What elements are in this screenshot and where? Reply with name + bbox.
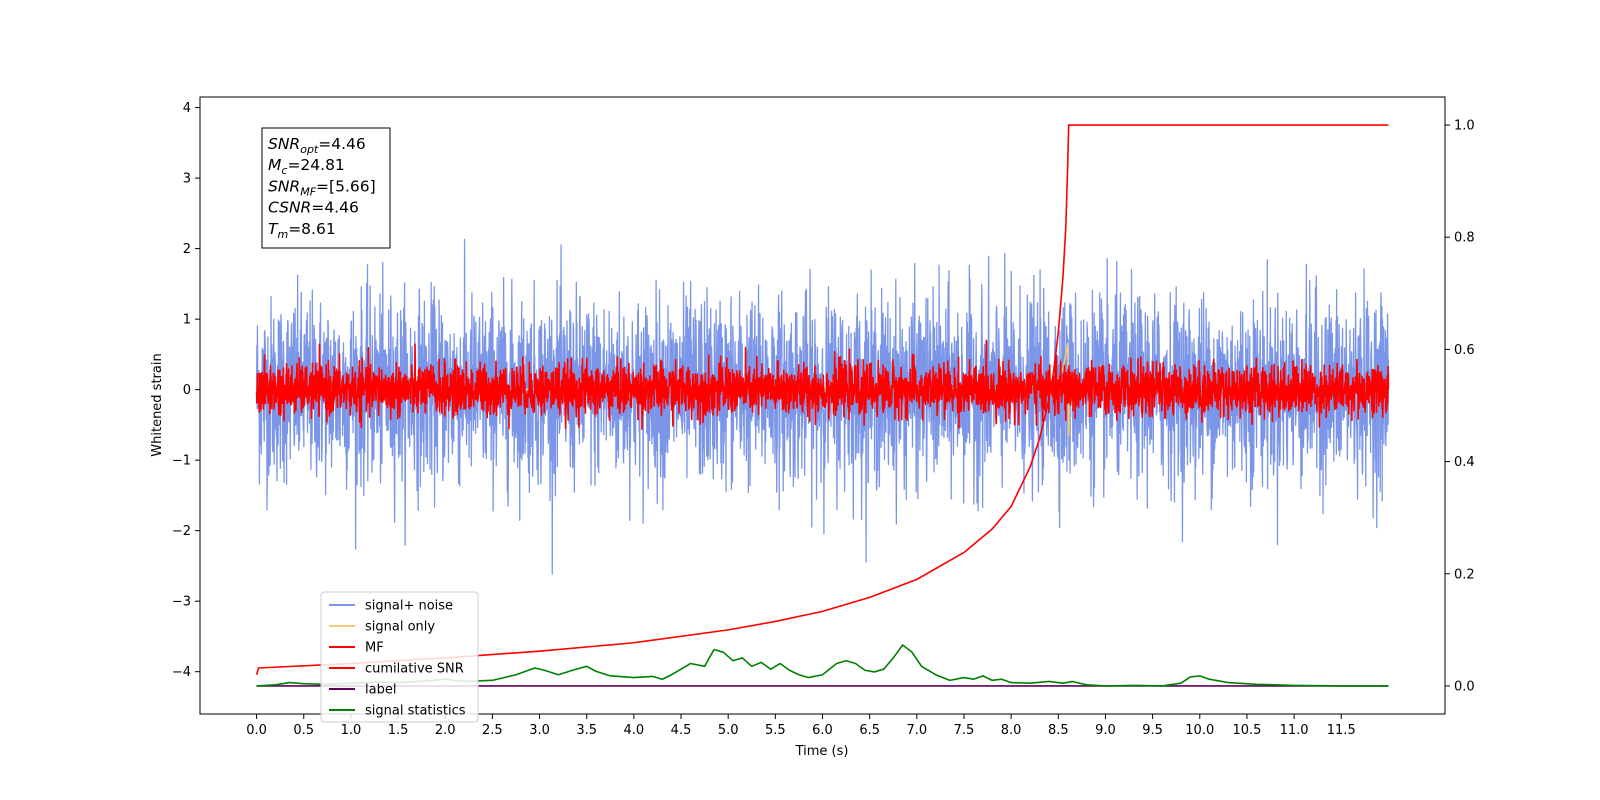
x-tick-label: 4.0 bbox=[624, 723, 645, 738]
series-line-3 bbox=[255, 124, 1389, 675]
y2-tick-label: 1.0 bbox=[1454, 119, 1475, 134]
info-line: Tm=8.61 bbox=[268, 220, 336, 241]
x-tick-label: 9.0 bbox=[1095, 723, 1116, 738]
y-tick-label: −4 bbox=[172, 665, 191, 680]
legend-label: label bbox=[365, 683, 396, 698]
y-tick-label: 2 bbox=[183, 242, 191, 257]
info-line: CSNR=4.46 bbox=[268, 199, 359, 217]
y-tick-label: −1 bbox=[172, 454, 191, 469]
x-tick-label: 6.0 bbox=[812, 723, 833, 738]
x-tick-label: 2.0 bbox=[435, 723, 456, 738]
y-tick-label: 4 bbox=[183, 101, 191, 116]
legend-label: MF bbox=[365, 641, 384, 656]
info-box: SNRopt=4.46Mc=24.81SNRMF=[5.66]CSNR=4.46… bbox=[261, 127, 391, 249]
x-tick-label: 0.0 bbox=[246, 723, 267, 738]
y-axis-left: 4 3 2 1 0 −1 −2 −3 −4 bbox=[172, 101, 200, 680]
legend-label: signal+ noise bbox=[365, 599, 453, 614]
x-tick-label: 11.5 bbox=[1327, 723, 1356, 738]
x-tick-label: 7.0 bbox=[906, 723, 927, 738]
legend-label: cumilative SNR bbox=[365, 662, 464, 677]
x-tick-label: 5.0 bbox=[718, 723, 739, 738]
legend-frame bbox=[320, 591, 479, 723]
x-tick-label: 1.5 bbox=[388, 723, 409, 738]
y-tick-label: 0 bbox=[183, 383, 191, 398]
info-line: SNRMF=[5.66] bbox=[268, 177, 376, 198]
legend: signal+ noise signal only MF cumilative SNR… bbox=[320, 591, 479, 723]
x-tick-label: 3.5 bbox=[576, 723, 597, 738]
x-tick-label: 3.0 bbox=[529, 723, 550, 738]
y-axis-label: Whitened strain bbox=[150, 353, 165, 456]
series-line-2 bbox=[255, 339, 1390, 431]
x-tick-label: 10.0 bbox=[1185, 723, 1214, 738]
x-tick-label: 8.0 bbox=[1001, 723, 1022, 738]
legend-label: signal statistics bbox=[365, 704, 466, 719]
info-line: Mc=24.81 bbox=[268, 156, 345, 177]
y-tick-label: −3 bbox=[172, 595, 191, 610]
x-tick-label: 1.0 bbox=[341, 723, 362, 738]
y2-tick-label: 0.0 bbox=[1454, 679, 1475, 694]
x-tick-label: 4.5 bbox=[671, 723, 692, 738]
info-line: SNRopt=4.46 bbox=[268, 135, 366, 156]
info-box-frame bbox=[261, 127, 391, 249]
x-tick-label: 9.5 bbox=[1142, 723, 1163, 738]
x-tick-label: 7.5 bbox=[954, 723, 975, 738]
legend-label: signal only bbox=[365, 620, 435, 635]
y2-tick-label: 0.6 bbox=[1454, 343, 1475, 358]
series-line-5 bbox=[256, 644, 1389, 687]
y-tick-label: 3 bbox=[183, 172, 191, 187]
y2-tick-label: 0.8 bbox=[1454, 231, 1475, 246]
y2-tick-label: 0.2 bbox=[1454, 567, 1475, 582]
x-axis-label: Time (s) bbox=[795, 744, 849, 759]
y-tick-label: −2 bbox=[172, 524, 191, 539]
x-axis: 0.0 0.5 1.0 1.5 2.0 2.5 3.0 3.5 4.0 4.5 5.0 5.5 6.0 6… bbox=[246, 714, 1356, 738]
x-tick-label: 5.5 bbox=[765, 723, 786, 738]
x-tick-label: 6.5 bbox=[859, 723, 880, 738]
x-tick-label: 10.5 bbox=[1232, 723, 1261, 738]
y-axis-right: 1.0 0.8 0.6 0.4 0.2 0.0 bbox=[1445, 119, 1475, 694]
y-tick-label: 1 bbox=[183, 313, 191, 328]
x-tick-label: 8.5 bbox=[1048, 723, 1069, 738]
x-tick-label: 2.5 bbox=[482, 723, 503, 738]
y2-tick-label: 0.4 bbox=[1454, 455, 1475, 470]
x-tick-label: 11.0 bbox=[1280, 723, 1309, 738]
x-tick-label: 0.5 bbox=[293, 723, 314, 738]
